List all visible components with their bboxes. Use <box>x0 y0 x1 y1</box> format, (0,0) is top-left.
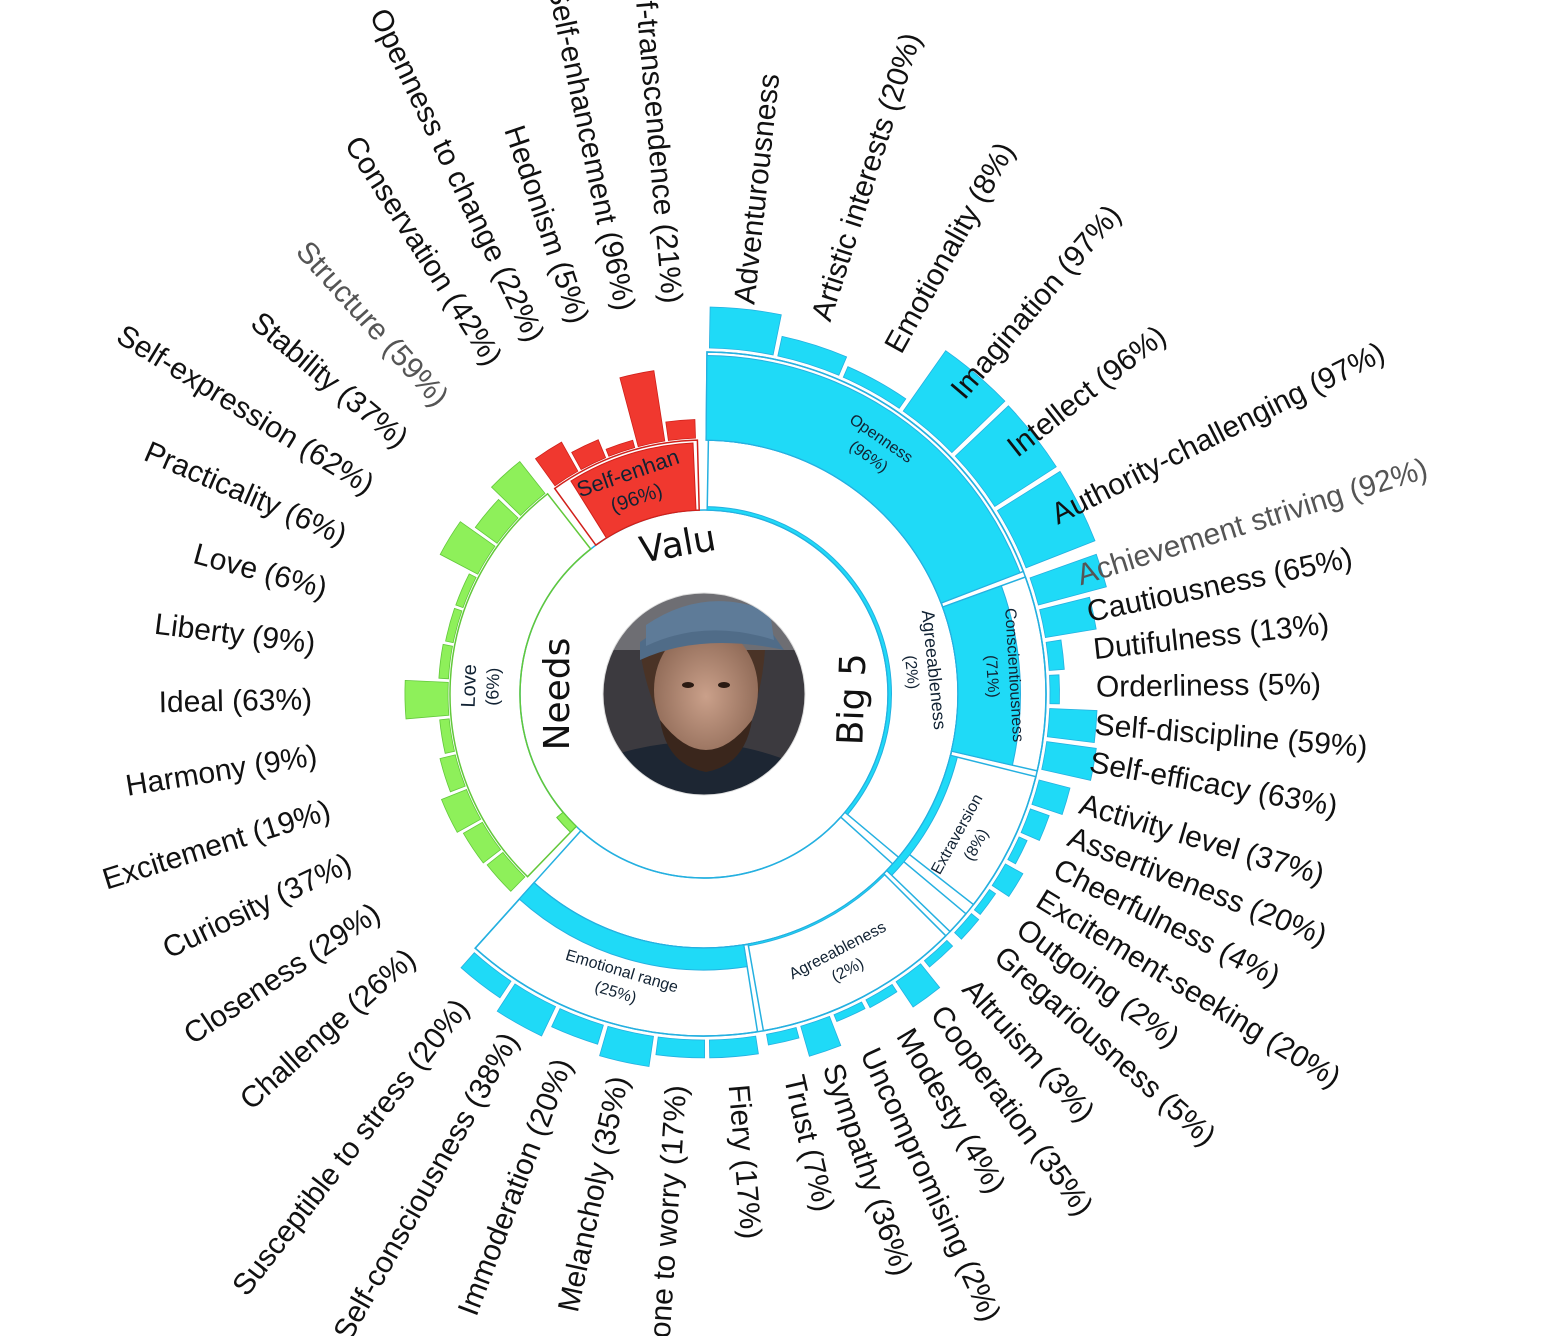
facet-bar <box>551 1008 604 1045</box>
avatar-border <box>602 592 806 796</box>
facet-bar <box>1029 553 1107 606</box>
facet-bar <box>1046 708 1098 744</box>
facet-bar <box>842 366 907 409</box>
needs-bar <box>486 851 526 892</box>
big5-trait-bar <box>942 585 1021 766</box>
facet-bar <box>800 1015 842 1057</box>
needs-bar <box>455 573 477 609</box>
facet-bar <box>923 939 954 968</box>
ring-title-big5: Big 5 <box>830 653 874 746</box>
values-bar <box>619 370 666 448</box>
facet-bar <box>1045 639 1065 671</box>
big5-summary-pct: (2%) <box>901 655 921 690</box>
big5-summary-label: Agreeableness <box>918 609 950 731</box>
needs-segment-outline <box>449 492 592 878</box>
needs-bar <box>474 498 519 544</box>
facet-bar <box>902 350 1006 454</box>
needs-bar <box>445 607 463 644</box>
facet-bar <box>708 1035 759 1059</box>
facet-bar <box>1007 836 1028 865</box>
facet-label: Fiery (17%) <box>722 1083 768 1240</box>
facet-bar <box>991 863 1024 898</box>
avatar <box>603 593 805 795</box>
values-bar <box>534 441 579 487</box>
values-bar <box>571 439 607 471</box>
big5-trait-pct: (71%) <box>982 655 1002 699</box>
facet-label: Adventurousness <box>728 72 786 306</box>
facet-bar <box>496 983 557 1037</box>
facet-bar <box>777 335 848 376</box>
needs-bar <box>404 679 450 720</box>
facet-bar <box>954 913 980 940</box>
facet-bar <box>895 963 941 1008</box>
needs-summary-label: Love <box>458 664 482 708</box>
needs-bar <box>439 754 466 793</box>
facet-bar <box>1049 674 1060 705</box>
facet-bar <box>833 1001 866 1023</box>
needs-summary-bar <box>556 811 577 834</box>
facet-bar <box>996 470 1096 569</box>
needs-bar <box>439 718 455 754</box>
big5-trait-bar <box>885 754 958 877</box>
big5-trait-bar <box>705 354 1021 604</box>
values-bar <box>665 419 696 441</box>
values-label: Self-transcendence (21%) <box>625 0 688 305</box>
needs-label: Liberty (9%) <box>153 608 318 661</box>
needs-label: Self-expression (62%) <box>111 319 380 502</box>
facet-bar <box>973 888 997 916</box>
needs-bar <box>490 461 546 516</box>
facet-label: Melancholy (35%) <box>552 1073 635 1315</box>
needs-bar <box>439 521 496 575</box>
needs-bar <box>462 821 502 864</box>
needs-bar <box>440 788 482 833</box>
needs-label: Harmony (9%) <box>123 739 319 803</box>
needs-summary-pct: (6%) <box>482 667 503 706</box>
values-bar <box>605 439 636 457</box>
chart-marks <box>404 306 1107 1067</box>
facet-bar <box>1041 741 1097 781</box>
big5-trait-bar <box>747 872 886 947</box>
needs-label: Love (6%) <box>190 537 331 605</box>
facet-bar <box>655 1036 705 1059</box>
facet-bar <box>708 306 782 356</box>
big5-summary-bar <box>706 506 892 816</box>
needs-bar <box>438 643 453 680</box>
facet-label: Intellect (96%) <box>1001 319 1172 463</box>
facet-bar <box>460 952 512 999</box>
facet-bar <box>1039 596 1097 638</box>
facet-bar <box>599 1025 654 1067</box>
facet-bar <box>954 405 1057 508</box>
ring-title-values: Valu <box>636 518 719 572</box>
facet-bar <box>766 1027 800 1046</box>
big5-trait-bar <box>518 882 748 971</box>
facet-bar <box>865 983 898 1009</box>
needs-label: Ideal (63%) <box>158 683 312 719</box>
facet-label: Orderliness (5%) <box>1096 668 1321 704</box>
facet-label: Artistic interests (20%) <box>805 29 927 325</box>
facet-bar <box>1031 779 1071 816</box>
facet-bar <box>1020 808 1050 842</box>
facet-label: Prone to worry (17%) <box>642 1084 693 1336</box>
ring-title-needs: Needs <box>537 638 578 751</box>
values-summary-bar <box>570 442 697 539</box>
